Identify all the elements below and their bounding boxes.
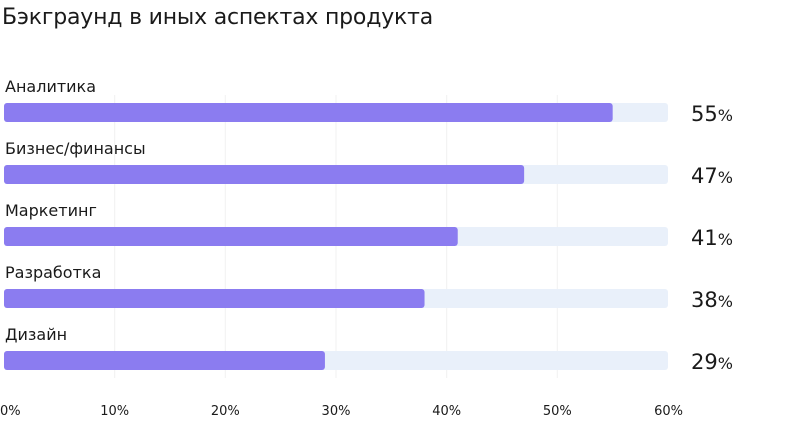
bar (4, 351, 325, 370)
category-label: Дизайн (5, 325, 67, 344)
chart-title: Бэкграунд в иных аспектах продукта (2, 5, 434, 30)
x-tick-label: 50% (543, 404, 572, 419)
x-tick-label: 30% (322, 404, 351, 419)
category-label: Маркетинг (5, 201, 97, 220)
value-label: 38% (691, 288, 733, 312)
x-tick-label: 60% (654, 404, 683, 419)
category-label: Разработка (5, 263, 101, 282)
bar (4, 165, 525, 184)
value-label: 29% (691, 350, 733, 374)
x-tick-label: 10% (100, 404, 129, 419)
category-label: Бизнес/финансы (5, 139, 146, 158)
bar (4, 289, 425, 308)
bar (4, 103, 613, 122)
category-label: Аналитика (5, 77, 96, 96)
x-tick-label: 20% (211, 404, 240, 419)
value-label: 55% (691, 102, 733, 126)
value-label: 41% (691, 226, 733, 250)
value-label: 47% (691, 164, 733, 188)
bar (4, 227, 458, 246)
x-tick-label: 0% (0, 404, 21, 419)
x-tick-label: 40% (432, 404, 461, 419)
